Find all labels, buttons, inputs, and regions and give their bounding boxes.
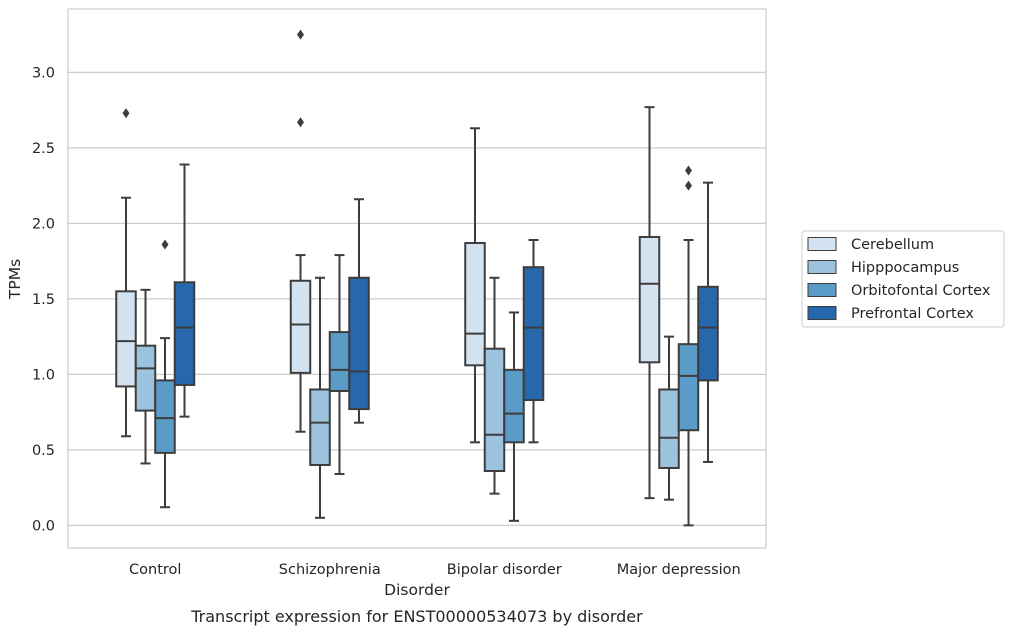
outlier-point — [161, 239, 169, 250]
box-body — [154, 379, 176, 454]
box-group — [464, 127, 486, 444]
legend-label: Orbitofontal Cortex — [851, 283, 991, 299]
box-group — [173, 163, 196, 418]
legend-swatch — [807, 260, 837, 274]
plot-boxes — [115, 29, 719, 527]
box-body — [173, 281, 196, 386]
box-group — [328, 254, 351, 476]
chart-caption: Transcript expression for ENST0000053407… — [190, 607, 643, 626]
box-group — [348, 198, 370, 424]
box-group — [503, 311, 525, 522]
box-group — [658, 335, 680, 501]
x-axis-label: Disorder — [384, 581, 450, 599]
box-body — [677, 343, 700, 432]
box-body — [522, 266, 545, 402]
y-tick-label: 1.5 — [32, 292, 55, 308]
x-tick-label: Major depression — [617, 562, 741, 578]
box-group — [115, 108, 137, 438]
box-group — [483, 276, 506, 495]
x-tick-label: Bipolar disorder — [447, 562, 562, 578]
box-body — [115, 290, 137, 388]
y-tick-label: 0.0 — [32, 518, 55, 534]
outlier-point — [297, 29, 304, 40]
legend-swatch — [807, 237, 837, 251]
box-group — [309, 276, 331, 519]
outlier-point — [685, 165, 692, 176]
plot-frame — [67, 8, 767, 549]
y-tick-label: 1.0 — [32, 367, 55, 383]
box-group — [638, 106, 661, 500]
box-body — [464, 242, 486, 367]
box-group — [522, 239, 545, 444]
legend: Cerebellum Hipppocampus Orbitofontal Corte… — [801, 230, 1005, 328]
box-body — [309, 388, 331, 466]
box-body — [328, 331, 351, 392]
x-axis-ticks: Control Schizophrenia Bipolar disorder Majo… — [129, 562, 741, 578]
box-group — [677, 165, 700, 527]
legend-swatch — [807, 283, 837, 297]
box-group — [154, 239, 176, 509]
y-tick-label: 2.5 — [32, 141, 55, 157]
x-tick-label: Schizophrenia — [279, 562, 381, 578]
legend-label: Prefrontal Cortex — [851, 306, 974, 322]
box-body — [658, 388, 680, 469]
legend-label: Cerebellum — [851, 237, 934, 253]
x-tick-label: Control — [129, 562, 181, 578]
legend-label: Hipppocampus — [851, 260, 959, 276]
outlier-point — [685, 180, 692, 191]
y-axis-label: TPMs — [6, 259, 24, 300]
legend-swatch — [807, 306, 837, 320]
box-group — [289, 29, 312, 433]
box-body — [289, 279, 312, 374]
box-body — [134, 344, 157, 412]
outlier-point — [297, 117, 304, 128]
outlier-point — [122, 108, 130, 119]
y-tick-label: 3.0 — [32, 65, 55, 81]
box-body — [348, 276, 370, 411]
box-body — [503, 368, 525, 444]
box-group — [697, 181, 719, 463]
y-tick-label: 0.5 — [32, 443, 55, 459]
box-group — [134, 288, 157, 465]
box-body — [697, 285, 719, 382]
y-axis-ticks: 0.0 0.5 1.0 1.5 2.0 2.5 3.0 — [32, 65, 55, 534]
y-tick-label: 2.0 — [32, 216, 55, 232]
box-body — [638, 235, 661, 364]
legend-frame — [801, 230, 1005, 328]
box-body — [483, 347, 506, 472]
